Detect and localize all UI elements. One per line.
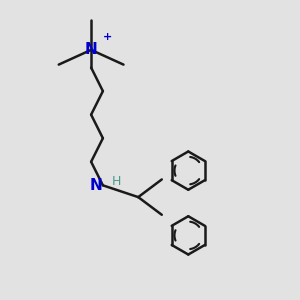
Text: N: N — [85, 42, 98, 57]
Text: N: N — [89, 178, 102, 193]
Text: +: + — [103, 32, 112, 42]
Text: H: H — [112, 175, 121, 188]
